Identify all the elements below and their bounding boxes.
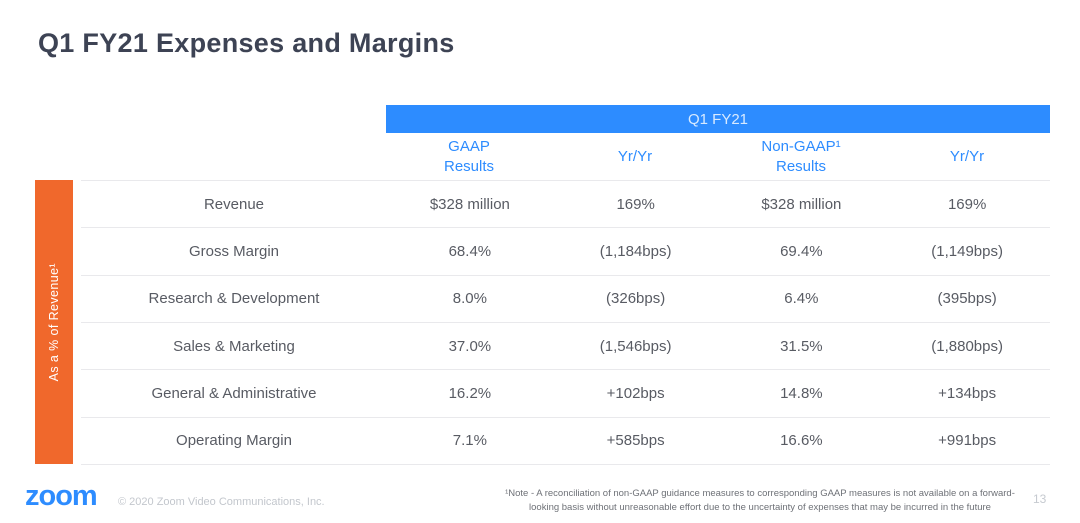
cell-nongaap-yryr: (395bps) (937, 290, 997, 308)
row-label: General & Administrative (151, 384, 317, 402)
column-header-gaap-yryr: Yr/Yr (552, 133, 718, 180)
cell-nongaap-yryr: (1,149bps) (931, 242, 1003, 260)
cell-nongaap-yryr: +134bps (938, 384, 997, 402)
cell-gaap-yryr: +102bps (606, 384, 665, 402)
cell-nongaap-results: $328 million (761, 195, 842, 213)
cell-gaap-yryr: 169% (616, 195, 655, 213)
column-header-line: Yr/Yr (617, 147, 653, 165)
cell-nongaap-yryr: (1,880bps) (931, 337, 1003, 355)
footnote-line-2: looking basis without unreasonable effor… (529, 501, 991, 513)
column-header-line: GAAP (448, 138, 490, 155)
table-row-revenue: Revenue $328 million 169% $328 million 1… (81, 180, 1050, 227)
column-header-gaap-results: GAAP Results (386, 133, 552, 180)
table-row-gross-margin: Gross Margin 68.4% (1,184bps) 69.4% (1,1… (81, 227, 1050, 274)
column-header-line: Non-GAAP¹ (761, 138, 841, 155)
row-label: Research & Development (148, 290, 320, 308)
side-axis-label: As a % of Revenue¹ (47, 262, 61, 382)
cell-nongaap-yryr: +991bps (938, 432, 997, 450)
cell-gaap-results: 68.4% (448, 242, 492, 260)
page-number: 13 (1033, 492, 1047, 506)
cell-nongaap-results: 16.6% (780, 432, 823, 450)
table-body: Revenue $328 million 169% $328 million 1… (81, 180, 1050, 465)
cell-nongaap-results: 69.4% (780, 242, 823, 260)
column-header-line: Results (775, 157, 827, 175)
cell-nongaap-yryr: 169% (947, 195, 987, 213)
cell-gaap-results: $328 million (429, 195, 510, 213)
group-header-label: Q1 FY21 (687, 110, 749, 128)
row-label: Revenue (203, 195, 265, 213)
cell-gaap-results: 7.1% (452, 432, 487, 450)
row-label: Sales & Marketing (173, 337, 295, 355)
table-row-sales-marketing: Sales & Marketing 37.0% (1,546bps) 31.5%… (81, 321, 1050, 369)
cell-nongaap-results: 31.5% (780, 337, 823, 355)
cell-nongaap-results: 14.8% (780, 384, 823, 402)
table-group-header-bar: Q1 FY21 (386, 105, 1050, 133)
footnote-line-1: ¹Note - A reconciliation of non-GAAP gui… (505, 488, 1015, 499)
cell-gaap-yryr: (326bps) (606, 290, 666, 308)
table-row-operating-margin: Operating Margin 7.1% +585bps 16.6% +991… (81, 416, 1050, 464)
cell-gaap-yryr: +585bps (606, 432, 665, 450)
footnote: ¹Note - A reconciliation of non-GAAP gui… (505, 487, 1015, 515)
column-header-line: Results (443, 157, 495, 175)
row-label: Operating Margin (176, 432, 292, 450)
cell-gaap-results: 37.0% (448, 337, 492, 355)
side-axis-bar: As a % of Revenue¹ (35, 180, 73, 464)
table-row-general-administrative: General & Administrative 16.2% +102bps 1… (81, 369, 1050, 416)
slide-title: Q1 FY21 Expenses and Margins (38, 28, 455, 58)
column-header-nongaap-yryr: Yr/Yr (884, 133, 1050, 180)
cell-gaap-results: 8.0% (452, 290, 487, 308)
table-column-headers: GAAP Results Yr/Yr Non-GAAP¹ Results Yr/… (386, 133, 1050, 180)
cell-nongaap-results: 6.4% (784, 290, 819, 308)
column-header-line: Yr/Yr (949, 147, 985, 165)
copyright-text: © 2020 Zoom Video Communications, Inc. (118, 496, 325, 508)
cell-gaap-results: 16.2% (448, 384, 492, 402)
row-label: Gross Margin (188, 242, 280, 260)
cell-gaap-yryr: (1,184bps) (599, 242, 672, 260)
table-row-research-development: Research & Development 8.0% (326bps) 6.4… (81, 274, 1050, 322)
column-header-nongaap-results: Non-GAAP¹ Results (718, 133, 884, 180)
zoom-logo: zoom (25, 480, 98, 512)
cell-gaap-yryr: (1,546bps) (599, 337, 672, 355)
